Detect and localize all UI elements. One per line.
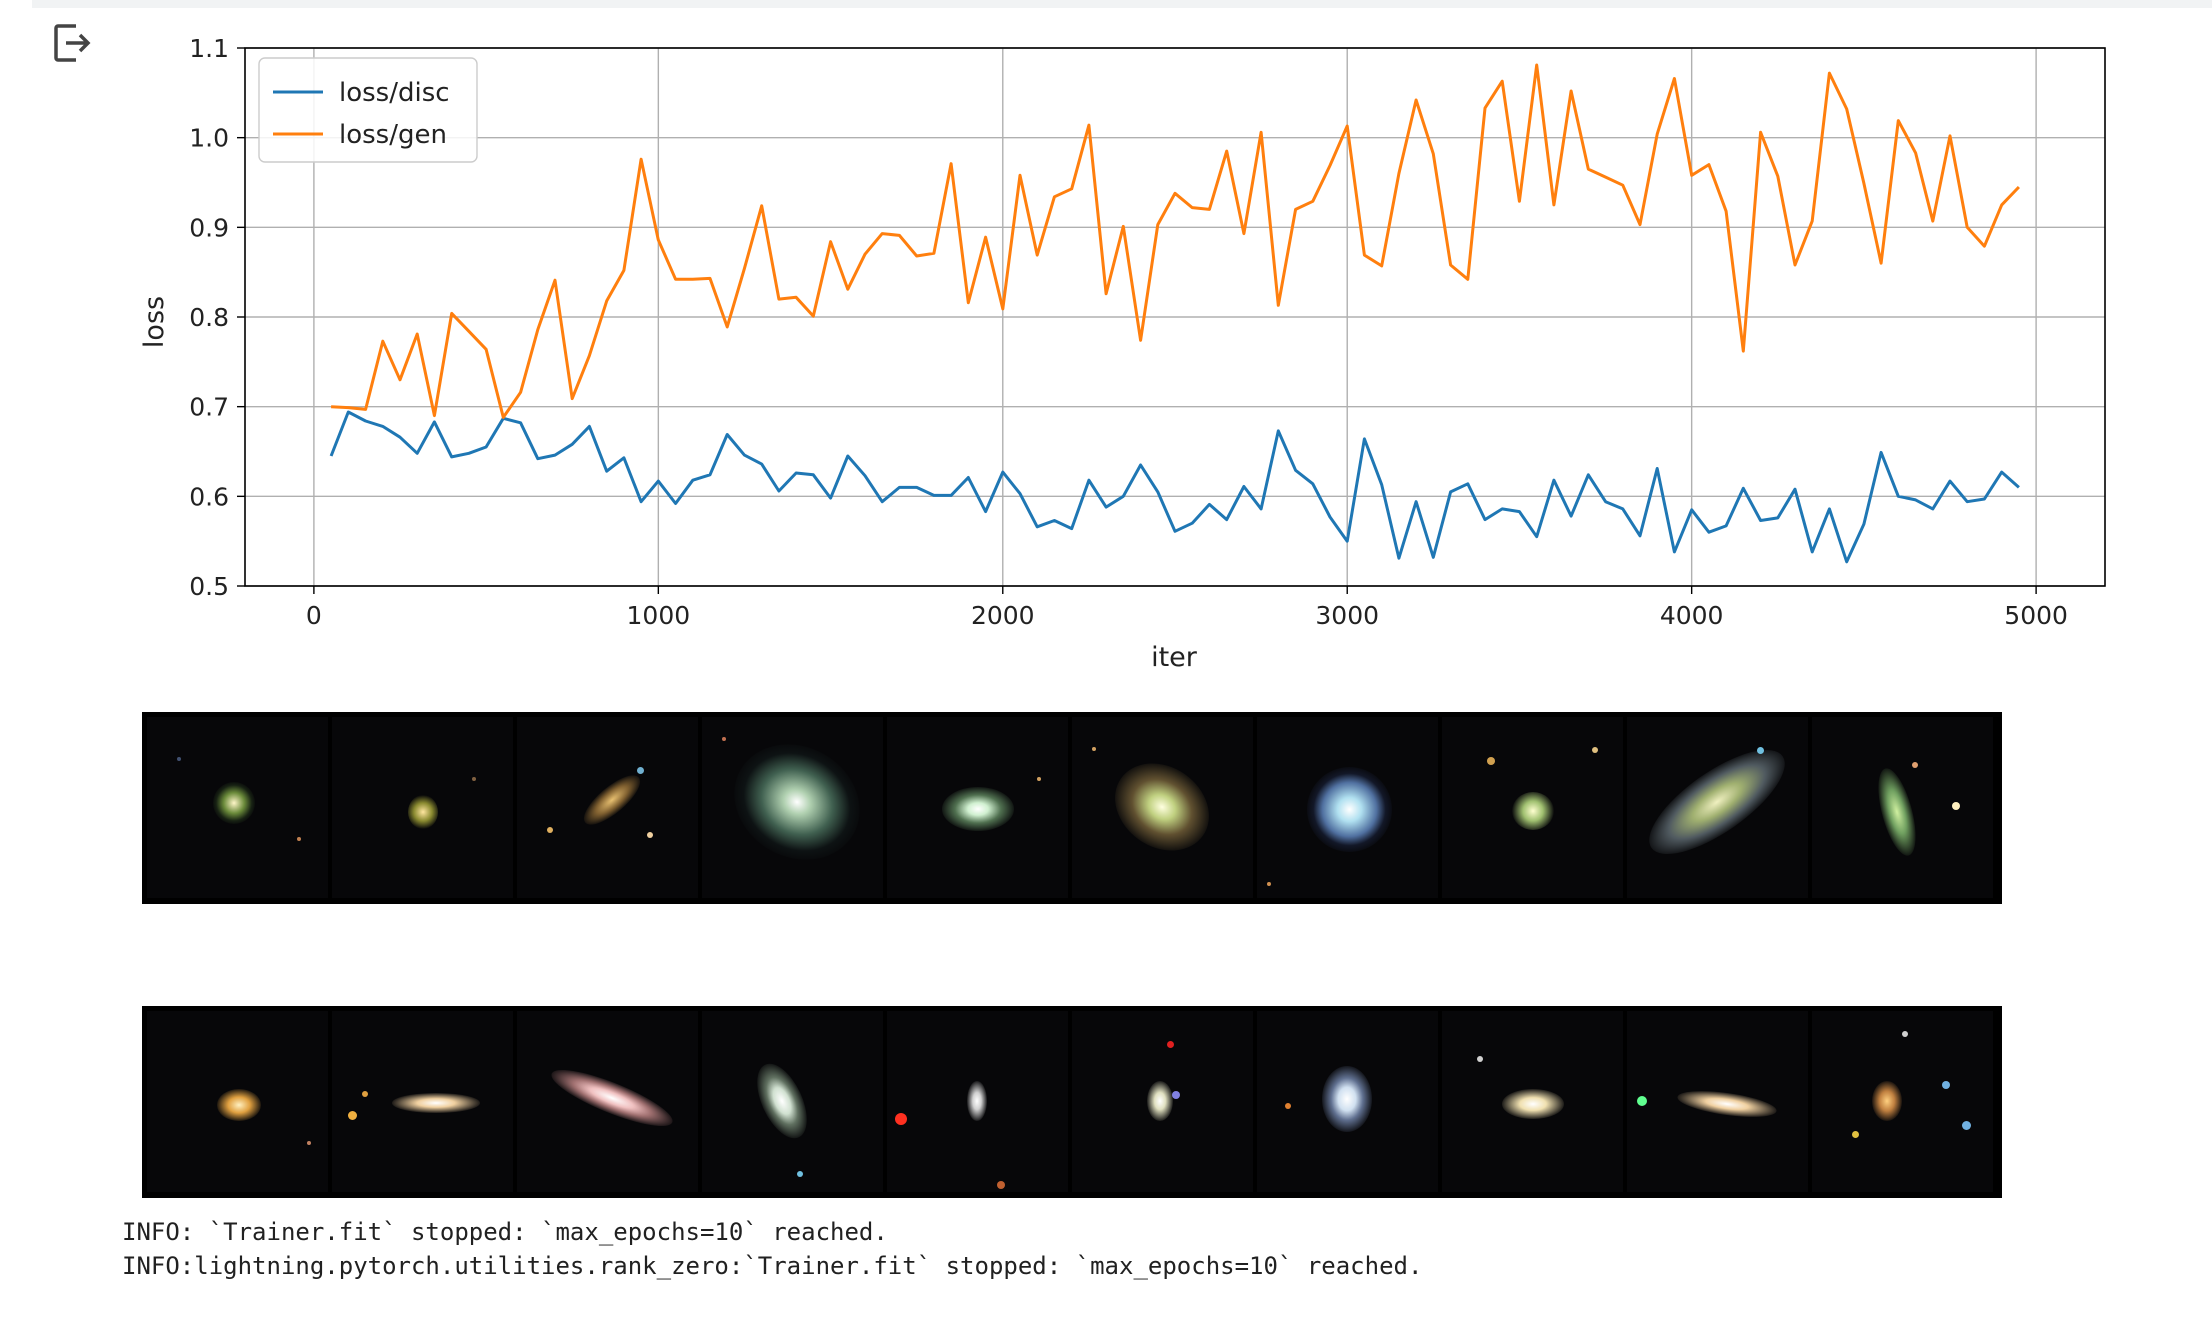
generated-sample-9 xyxy=(1627,717,1808,898)
x-tick-label: 0 xyxy=(306,601,322,630)
chart-series xyxy=(329,63,2020,564)
output-menu-icon[interactable] xyxy=(52,22,94,64)
legend-label: loss/gen xyxy=(339,120,447,150)
loss-line-chart: 0 1000 2000 3000 4000 5000 0.5 0.6 0.7 0.8 0.9 1.0 1… xyxy=(139,34,2106,673)
real-sample-1 xyxy=(147,1011,328,1192)
log-line-2: INFO:lightning.pytorch.utilities.rank_ze… xyxy=(122,1252,1423,1280)
generated-sample-10 xyxy=(1812,717,1993,898)
chart-grid xyxy=(245,47,2105,587)
real-sample-6 xyxy=(1072,1011,1253,1192)
real-sample-4 xyxy=(702,1011,883,1192)
y-tick-label: 0.5 xyxy=(189,572,229,601)
generated-sample-7 xyxy=(1257,717,1438,898)
real-sample-9 xyxy=(1627,1011,1808,1192)
legend-label: loss/disc xyxy=(339,78,450,108)
generated-sample-1 xyxy=(147,717,328,898)
series-line-loss-disc xyxy=(329,410,2020,564)
log-line-1: INFO: `Trainer.fit` stopped: `max_epochs… xyxy=(122,1218,888,1246)
generated-sample-6 xyxy=(1072,717,1253,898)
chart-axes: 0 1000 2000 3000 4000 5000 0.5 0.6 0.7 0.8 0.9 1.0 1… xyxy=(189,34,2106,630)
y-tick-label: 0.8 xyxy=(189,303,229,332)
x-axis-label: iter xyxy=(1151,642,1198,673)
real-sample-3 xyxy=(517,1011,698,1192)
generated-sample-3 xyxy=(517,717,698,898)
real-sample-7 xyxy=(1257,1011,1438,1192)
y-tick-label: 0.7 xyxy=(189,393,229,422)
real-sample-2 xyxy=(332,1011,513,1192)
generated-sample-5 xyxy=(887,717,1068,898)
x-tick-label: 2000 xyxy=(971,601,1035,630)
y-tick-label: 0.6 xyxy=(189,482,229,511)
generated-sample-4 xyxy=(702,717,883,898)
x-tick-label: 3000 xyxy=(1315,601,1379,630)
x-tick-label: 5000 xyxy=(2004,601,2068,630)
generated-sample-8 xyxy=(1442,717,1623,898)
y-tick-label: 0.9 xyxy=(189,213,229,242)
y-tick-label: 1.0 xyxy=(189,124,229,153)
real-samples-strip xyxy=(142,1006,2002,1198)
y-axis-label: loss xyxy=(139,296,170,348)
series-line-loss-gen xyxy=(331,63,2020,419)
chart-legend: loss/disc loss/gen xyxy=(258,57,478,163)
legend-box xyxy=(258,57,478,163)
generated-samples-strip xyxy=(142,712,2002,904)
real-sample-8 xyxy=(1442,1011,1623,1192)
x-tick-label: 4000 xyxy=(1660,601,1724,630)
x-tick-label: 1000 xyxy=(627,601,691,630)
real-sample-5 xyxy=(887,1011,1068,1192)
cell-top-border xyxy=(32,0,2212,8)
generated-sample-2 xyxy=(332,717,513,898)
real-sample-10 xyxy=(1812,1011,1993,1192)
y-tick-label: 1.1 xyxy=(189,34,229,63)
